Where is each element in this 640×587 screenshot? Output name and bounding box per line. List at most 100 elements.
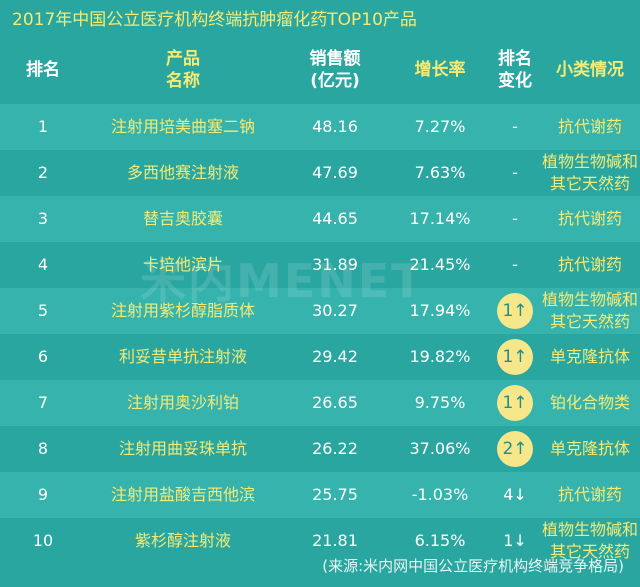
rank-change-cell: - bbox=[490, 242, 540, 288]
product-name: 注射用曲妥珠单抗 bbox=[118, 439, 247, 458]
table-row: 2 多西他赛注射液 47.69 7.63% - 植物生物碱和 其它天然药 bbox=[0, 150, 640, 196]
rank-cell: 3 bbox=[37, 209, 49, 228]
header-change-line1: 排名 bbox=[498, 49, 532, 69]
header-name: 产品 名称 bbox=[86, 36, 280, 104]
table-row: 8 注射用曲妥珠单抗 26.22 37.06% 2↑ 单克隆抗体 bbox=[0, 426, 640, 472]
sales-cell: 31.89 bbox=[312, 255, 358, 274]
product-name: 卡培他滨片 bbox=[142, 255, 223, 274]
table-row: 4 卡培他滨片 31.89 21.45% - 抗代谢药 bbox=[0, 242, 640, 288]
product-name: 注射用盐酸吉西他滨 bbox=[110, 485, 255, 504]
product-name: 利妥昔单抗注射液 bbox=[118, 347, 247, 366]
rank-cell: 8 bbox=[37, 439, 49, 458]
growth-cell: 37.06% bbox=[409, 439, 471, 458]
growth-cell: 9.75% bbox=[414, 393, 466, 412]
growth-cell: 7.63% bbox=[414, 163, 466, 182]
product-name: 注射用紫杉醇脂质体 bbox=[110, 301, 255, 320]
rank-change-text: - bbox=[512, 163, 518, 182]
rank-change-badge: 1↑ bbox=[497, 293, 533, 329]
table-row: 5 注射用紫杉醇脂质体 30.27 17.94% 1↑ 植物生物碱和 其它天然药 bbox=[0, 288, 640, 334]
rank-cell: 9 bbox=[37, 485, 49, 504]
sales-cell: 26.65 bbox=[312, 393, 358, 412]
product-name-cell: 注射用紫杉醇脂质体 bbox=[86, 288, 280, 334]
rank-change-cell: - bbox=[490, 104, 540, 150]
category-cell: 抗代谢药 bbox=[540, 242, 640, 288]
category-line1: 植物生物碱和 bbox=[541, 520, 638, 539]
growth-cell: 7.27% bbox=[414, 117, 466, 136]
growth-cell: -1.03% bbox=[411, 485, 469, 504]
header-growth: 增长率 bbox=[414, 60, 466, 80]
category-line1: 抗代谢药 bbox=[557, 209, 622, 228]
product-name-cell: 注射用奥沙利铂 bbox=[86, 380, 280, 426]
table-body: 1 注射用培美曲塞二钠 48.16 7.27% - 抗代谢药 2 多西他赛注射液 47.69 7.… bbox=[0, 104, 640, 564]
rank-change-cell: 1↓ bbox=[490, 518, 540, 564]
rank-cell: 10 bbox=[32, 531, 54, 550]
product-name: 注射用培美曲塞二钠 bbox=[110, 117, 255, 136]
rank-cell: 6 bbox=[37, 347, 49, 366]
table-row: 9 注射用盐酸吉西他滨 25.75 -1.03% 4↓ 抗代谢药 bbox=[0, 472, 640, 518]
rank-change-cell: - bbox=[490, 150, 540, 196]
product-name: 替吉奥胶囊 bbox=[142, 209, 223, 228]
category-line1: 抗代谢药 bbox=[557, 485, 622, 504]
category-line1: 抗代谢药 bbox=[557, 255, 622, 274]
growth-cell: 6.15% bbox=[414, 531, 466, 550]
sales-cell: 21.81 bbox=[312, 531, 358, 550]
table-row: 10 紫杉醇注射液 21.81 6.15% 1↓ 植物生物碱和 其它天然药 bbox=[0, 518, 640, 564]
table-row: 6 利妥昔单抗注射液 29.42 19.82% 1↑ 单克隆抗体 bbox=[0, 334, 640, 380]
header-change: 排名 变化 bbox=[490, 36, 540, 104]
source-footnote: (来源:米内网中国公立医疗机构终端竞争格局) bbox=[322, 557, 624, 575]
category-line1: 单克隆抗体 bbox=[549, 347, 630, 366]
category-line1: 单克隆抗体 bbox=[549, 439, 630, 458]
rank-change-cell: - bbox=[490, 196, 540, 242]
rank-change-badge: 2↑ bbox=[497, 431, 533, 467]
rank-cell: 5 bbox=[37, 301, 49, 320]
header-name-line1: 产品 bbox=[166, 49, 200, 69]
product-name: 紫杉醇注射液 bbox=[134, 531, 231, 550]
header-name-line2: 名称 bbox=[166, 71, 200, 91]
rank-change-text: - bbox=[512, 117, 518, 136]
category-cell: 单克隆抗体 bbox=[540, 426, 640, 472]
rank-change-badge: 1↑ bbox=[497, 339, 533, 375]
product-name-cell: 多西他赛注射液 bbox=[86, 150, 280, 196]
category-cell: 单克隆抗体 bbox=[540, 334, 640, 380]
category-cell: 植物生物碱和 其它天然药 bbox=[540, 518, 640, 564]
growth-cell: 19.82% bbox=[409, 347, 471, 366]
header-sales-line2: (亿元) bbox=[310, 71, 360, 91]
category-cell: 铂化合物类 bbox=[540, 380, 640, 426]
header-sales: 销售额 (亿元) bbox=[280, 36, 390, 104]
product-name-cell: 注射用曲妥珠单抗 bbox=[86, 426, 280, 472]
rank-cell: 7 bbox=[37, 393, 49, 412]
product-name-cell: 注射用盐酸吉西他滨 bbox=[86, 472, 280, 518]
rank-change-text: - bbox=[512, 255, 518, 274]
sales-cell: 30.27 bbox=[312, 301, 358, 320]
table-row: 1 注射用培美曲塞二钠 48.16 7.27% - 抗代谢药 bbox=[0, 104, 640, 150]
category-line1: 铂化合物类 bbox=[549, 393, 630, 412]
table-row: 7 注射用奥沙利铂 26.65 9.75% 1↑ 铂化合物类 bbox=[0, 380, 640, 426]
rank-cell: 4 bbox=[37, 255, 49, 274]
header-rank: 排名 bbox=[26, 60, 60, 80]
header-change-line2: 变化 bbox=[498, 71, 532, 91]
rank-change-cell: 4↓ bbox=[490, 472, 540, 518]
category-line1: 植物生物碱和 bbox=[541, 290, 638, 309]
sales-cell: 48.16 bbox=[312, 117, 358, 136]
category-line1: 植物生物碱和 bbox=[541, 152, 638, 171]
rank-change-text: 1↓ bbox=[503, 531, 527, 550]
product-name-cell: 利妥昔单抗注射液 bbox=[86, 334, 280, 380]
rank-change-cell: 1↑ bbox=[490, 334, 540, 380]
page-title: 2017年中国公立医疗机构终端抗肿瘤化药TOP10产品 bbox=[12, 10, 417, 30]
category-line2: 其它天然药 bbox=[549, 312, 630, 331]
header-type: 小类情况 bbox=[556, 60, 624, 80]
table-header: 排名 产品 名称 销售额 (亿元) 增长率 排名 变化 小类情况 bbox=[0, 36, 640, 104]
growth-cell: 17.14% bbox=[409, 209, 471, 228]
rank-cell: 1 bbox=[37, 117, 49, 136]
category-line2: 其它天然药 bbox=[549, 174, 630, 193]
category-cell: 植物生物碱和 其它天然药 bbox=[540, 150, 640, 196]
category-line1: 抗代谢药 bbox=[557, 117, 622, 136]
sales-cell: 25.75 bbox=[312, 485, 358, 504]
category-cell: 抗代谢药 bbox=[540, 104, 640, 150]
sales-cell: 29.42 bbox=[312, 347, 358, 366]
rank-cell: 2 bbox=[37, 163, 49, 182]
category-line2: 其它天然药 bbox=[549, 542, 630, 561]
product-name: 注射用奥沙利铂 bbox=[126, 393, 239, 412]
sales-cell: 44.65 bbox=[312, 209, 358, 228]
rank-change-text: - bbox=[512, 209, 518, 228]
